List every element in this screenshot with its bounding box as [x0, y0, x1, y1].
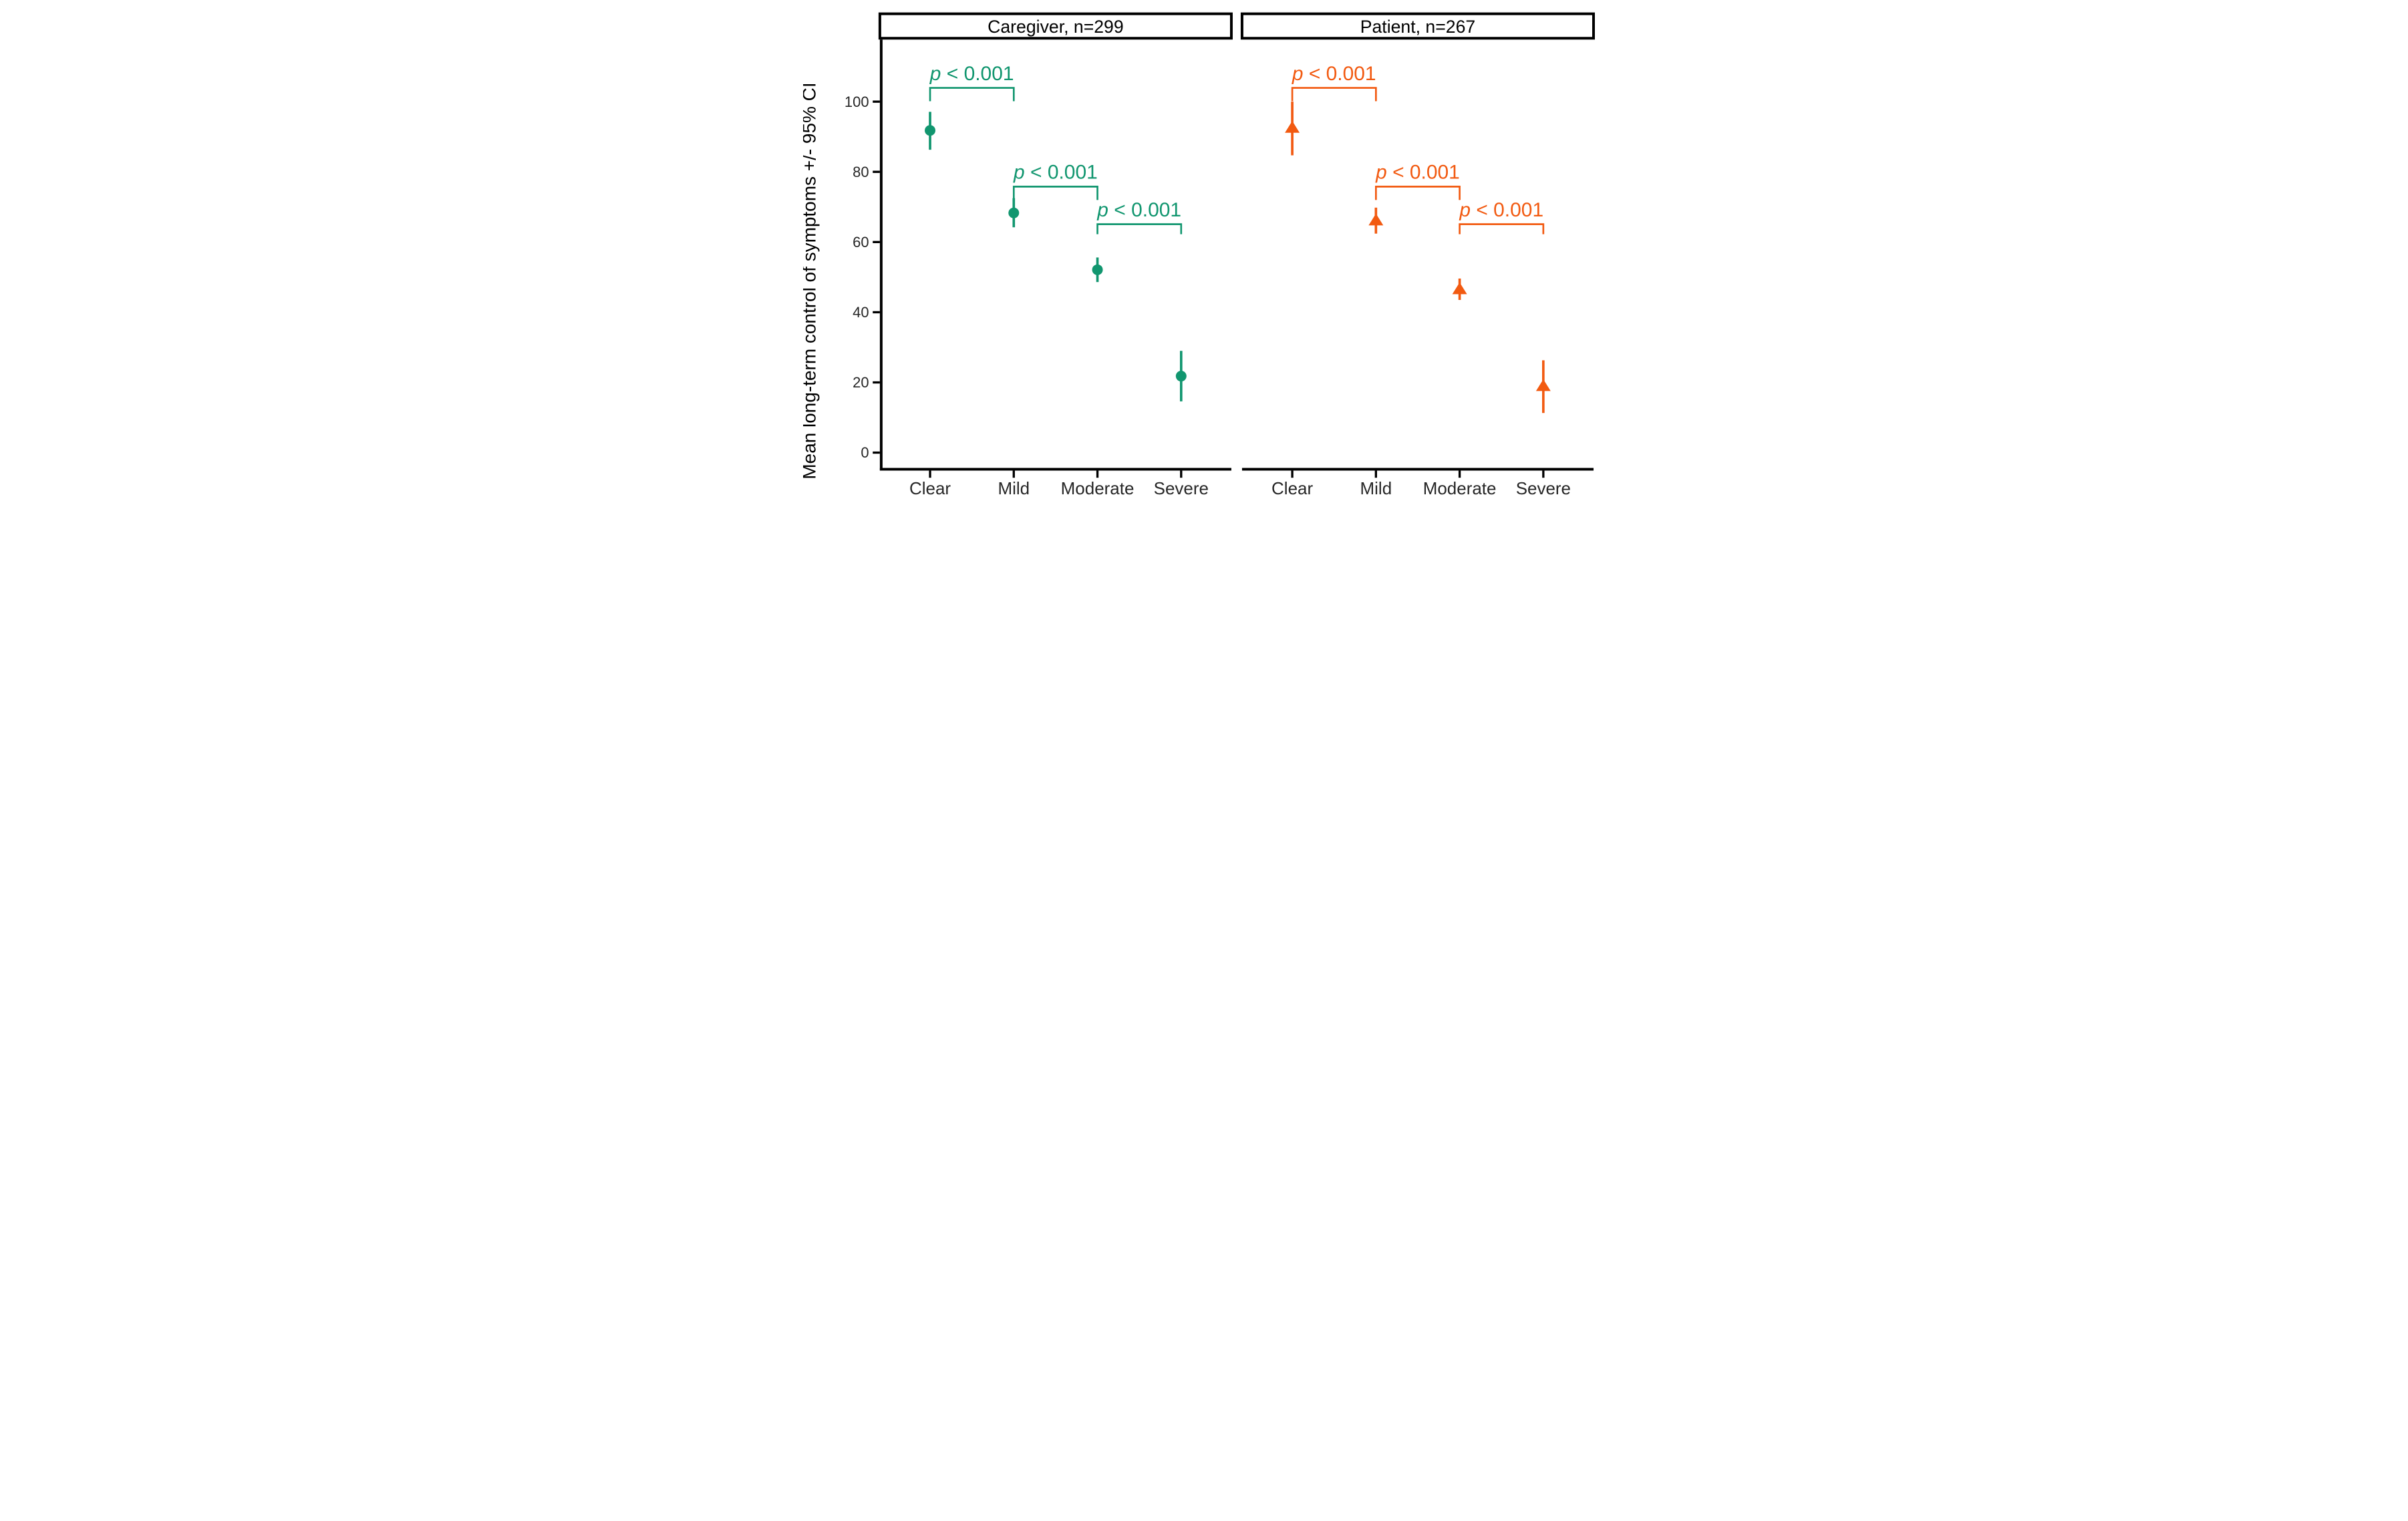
- pvalue-bracket-caregiver-mild-moderate: [1012, 186, 1098, 200]
- pvalue-label-patient-clear-mild: p < 0.001: [1292, 63, 1376, 85]
- x-tick-label-caregiver-severe: Severe: [1154, 478, 1209, 498]
- pvalue-label-patient-mild-moderate: p < 0.001: [1375, 162, 1460, 184]
- facet-strip-label-patient: Patient, n=267: [1360, 17, 1475, 37]
- facet-strip-caregiver: [878, 12, 1233, 40]
- point-marker-patient-mild: [1368, 213, 1384, 226]
- x-tick-label-caregiver-clear: Clear: [909, 478, 951, 498]
- facet-caregiver: Caregiver, n=299 Clear Mild Moderate Severe p…: [878, 12, 1233, 498]
- pvalue-bracket-caregiver-moderate-severe: [1096, 223, 1183, 234]
- pvalue-bracket-patient-clear-mild: [1291, 87, 1377, 102]
- x-tick-label-patient-moderate: Moderate: [1423, 478, 1497, 498]
- y-tick-label-100: 100: [845, 94, 869, 110]
- pvalue-label-caregiver-clear-mild: p < 0.001: [929, 63, 1014, 85]
- y-axis-title: Mean long-term control of symptoms +/- 9…: [803, 82, 819, 479]
- pvalue-label-caregiver-moderate-severe: p < 0.001: [1096, 199, 1181, 221]
- y-tick-label-20: 20: [853, 374, 869, 391]
- y-axis: 0 20 40 60 80 100: [845, 39, 883, 471]
- point-marker-caregiver-mild: [1008, 207, 1020, 218]
- pvalue-label-caregiver-mild-moderate: p < 0.001: [1013, 162, 1098, 184]
- y-tick-label-40: 40: [853, 304, 869, 321]
- facet-strip-label-caregiver: Caregiver, n=299: [988, 17, 1124, 37]
- x-tick-label-patient-mild: Mild: [1360, 478, 1392, 498]
- x-tick-label-patient-clear: Clear: [1271, 478, 1313, 498]
- point-marker-caregiver-clear: [925, 125, 936, 136]
- symptom-control-faceted-chart: Mean long-term control of symptoms +/- 9…: [803, 0, 1605, 507]
- pvalue-label-patient-moderate-severe: p < 0.001: [1459, 199, 1543, 221]
- point-marker-patient-clear: [1285, 121, 1300, 133]
- y-tick-label-60: 60: [853, 234, 869, 250]
- point-marker-patient-severe: [1535, 379, 1551, 391]
- facet-strip-patient: [1240, 12, 1596, 40]
- x-tick-label-caregiver-moderate: Moderate: [1061, 478, 1135, 498]
- pvalue-bracket-patient-moderate-severe: [1459, 223, 1545, 234]
- point-marker-patient-moderate: [1452, 282, 1467, 295]
- figure-page: Mean long-term control of symptoms +/- 9…: [0, 0, 2408, 507]
- y-tick-label-80: 80: [853, 164, 869, 180]
- pvalue-bracket-patient-mild-moderate: [1375, 186, 1461, 200]
- point-marker-caregiver-severe: [1175, 371, 1187, 382]
- x-tick-label-patient-severe: Severe: [1516, 478, 1571, 498]
- point-marker-caregiver-moderate: [1092, 264, 1103, 275]
- chart-canvas: Mean long-term control of symptoms +/- 9…: [803, 0, 1605, 507]
- y-tick-label-0: 0: [861, 444, 869, 461]
- pvalue-bracket-caregiver-clear-mild: [929, 87, 1015, 102]
- facet-patient: Patient, n=267 Clear Mild Moderate Severe p <…: [1240, 12, 1596, 498]
- x-tick-label-caregiver-mild: Mild: [998, 478, 1030, 498]
